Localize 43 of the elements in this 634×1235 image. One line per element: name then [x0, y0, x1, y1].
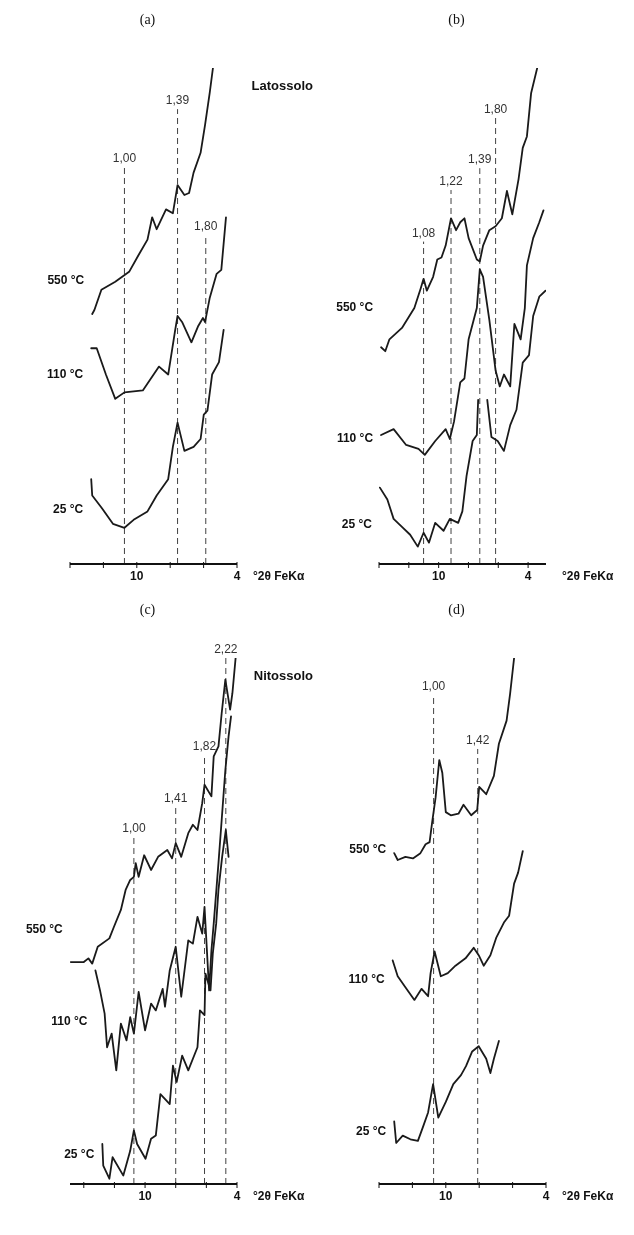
text: 550 °C	[336, 299, 374, 314]
annotation: 1,80	[194, 219, 218, 234]
x-tick-label: 4	[233, 1189, 241, 1203]
text: Latossolo	[251, 78, 313, 93]
series-label: 550 °C	[47, 273, 85, 288]
series-label: 110 °C	[336, 431, 374, 446]
annotation: 1,08	[411, 225, 436, 240]
series-label: 25 °C	[341, 517, 373, 532]
annotation: 2,22	[214, 642, 238, 656]
x-tick-label: 4	[542, 1189, 550, 1203]
annotation: 1,00	[421, 679, 446, 694]
annotation: 1,80	[483, 101, 508, 116]
x-tick-label: 10	[138, 1189, 153, 1203]
annotation: 1,82	[192, 738, 217, 753]
annotation: 1,42	[466, 733, 490, 747]
chart-title: (a)	[138, 12, 157, 28]
annotation: 1,39	[468, 152, 492, 167]
annotation: 1,41	[164, 790, 188, 805]
x-tick-label: 10	[439, 1189, 453, 1203]
series-label: 110 °C	[348, 972, 386, 987]
chart-title: (b)	[447, 12, 466, 28]
text: 550 °C	[25, 921, 64, 936]
chart-title: (c)	[138, 602, 157, 618]
series-label: 110 °C	[47, 367, 84, 382]
x-axis-title: °2θ FeKα	[562, 1189, 614, 1204]
x-tick-label: 10	[130, 569, 144, 583]
annotation: 1,22	[439, 174, 464, 189]
x-axis-title: °2θ FeKα	[253, 569, 305, 584]
series-label: 25 °C	[53, 502, 84, 517]
chart-title: (d)	[447, 602, 466, 618]
x-tick-label: 4	[524, 569, 532, 583]
series-label: 25 °C	[64, 1147, 95, 1162]
annotation: 1,00	[122, 820, 146, 835]
series-label: 25 °C	[356, 1124, 387, 1139]
x-tick-label: 4	[233, 569, 241, 583]
annotation: 1,39	[165, 93, 190, 108]
series-label: 110 °C	[51, 1014, 88, 1029]
annotation: 1,00	[112, 151, 137, 166]
x-axis-title: °2θ FeKα	[253, 1189, 305, 1204]
x-axis-title: °2θ FeKα	[562, 569, 614, 584]
series-label: 550 °C	[349, 841, 387, 856]
x-tick-label: 10	[431, 569, 446, 583]
text: Nitossolo	[253, 668, 313, 683]
